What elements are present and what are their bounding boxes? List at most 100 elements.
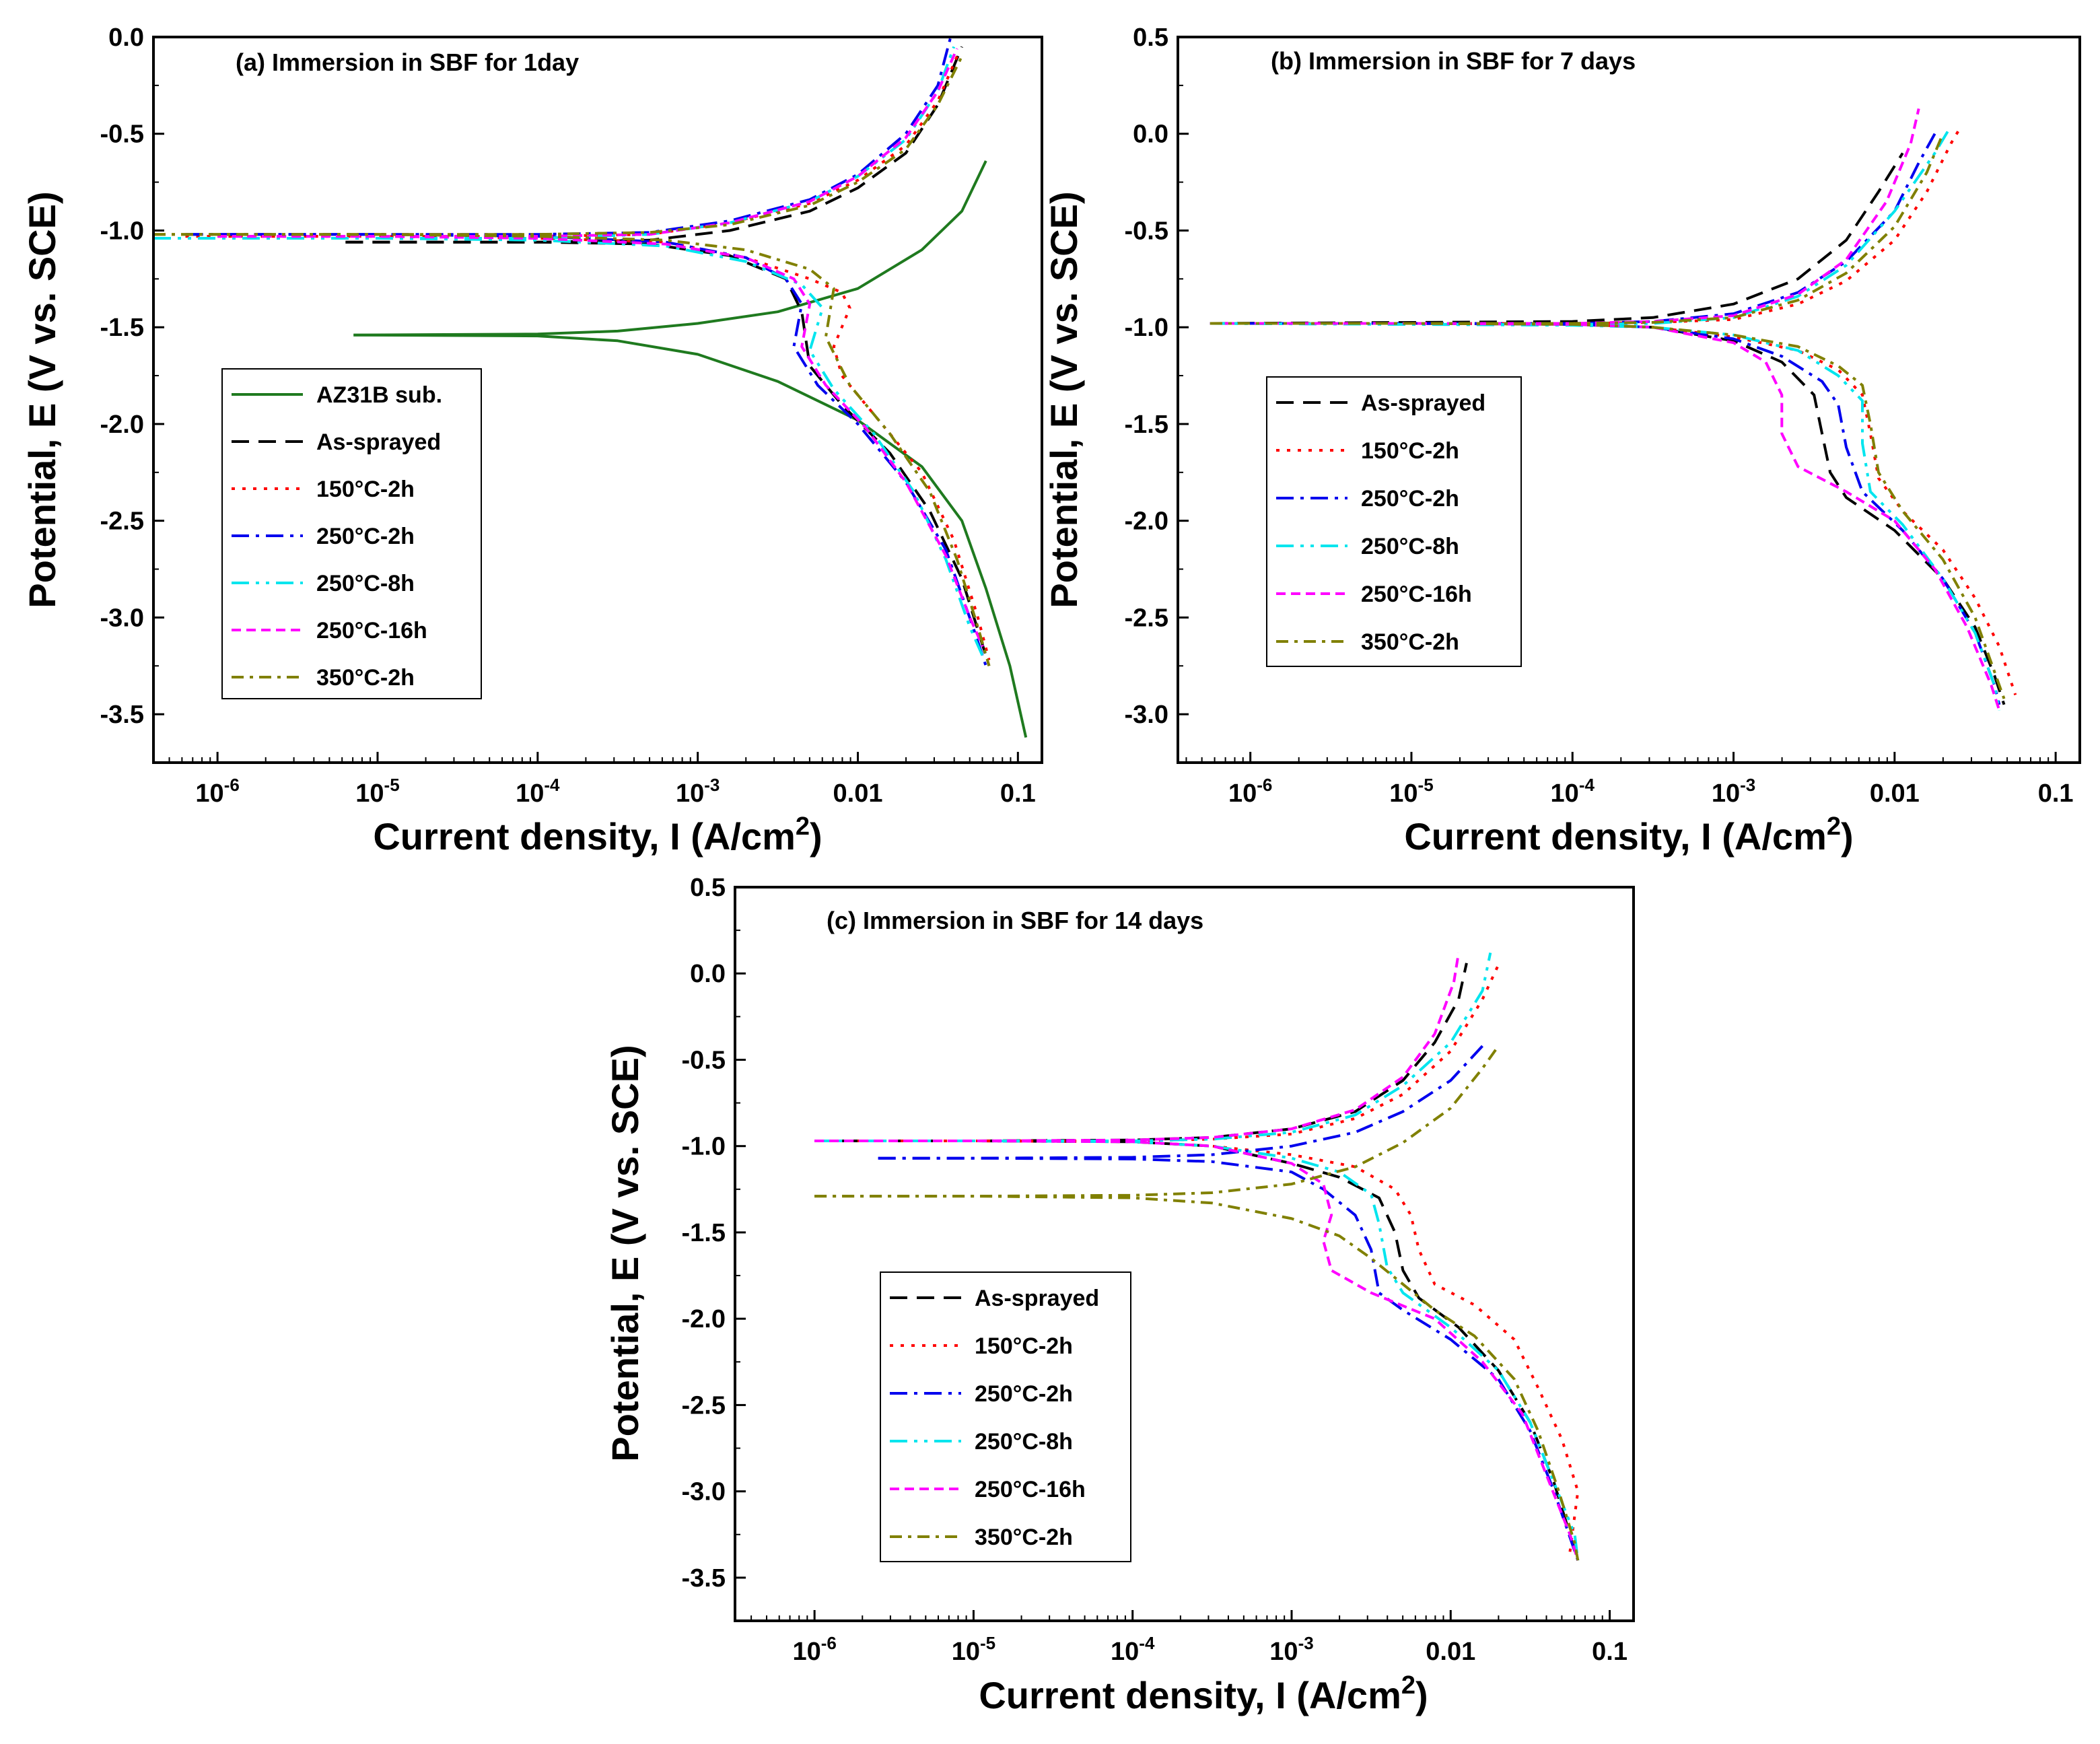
panel-b-x-tick-label: 10-5 [1389, 775, 1433, 808]
panel-a-y-tick-label: -3.5 [100, 701, 144, 729]
panel-a-legend-label-250c-2h: 250°C-2h [316, 524, 415, 549]
panel-a-series-250c-2h-cathodic [185, 233, 987, 666]
panel-b: 10-6 10-5 10-4 10-3 0.01 0.1 0.5 0.0 -0.5 -1.0 -1.… [1043, 24, 2081, 858]
panel-a-y-tick-label: 0.0 [108, 24, 144, 52]
panel-a-x-tick-label: 0.01 [833, 779, 883, 808]
panel-b-title: (b) Immersion in SBF for 7 days [1271, 47, 1636, 75]
panel-c-x-axis-label: Current density, I (A/cm2) [979, 1671, 1428, 1716]
panel-c-x-tick-label: 0.01 [1426, 1638, 1475, 1666]
panel-c-legend-box [880, 1271, 1131, 1562]
panel-a-legend-box [221, 368, 482, 699]
panel-c-y-axis-label: Potential, E (V vs. SCE) [604, 1045, 646, 1461]
panel-a-series-as-sprayed-cathodic [345, 240, 991, 666]
panel-a-legend-label-250c-8h: 250°C-8h [316, 571, 415, 596]
panel-b-legend-label-250c-8h: 250°C-8h [1361, 534, 1459, 559]
panel-c-series-as-sprayed-anodic [814, 963, 1468, 1142]
panel-a-y-tick-label: -2.0 [100, 411, 144, 439]
panel-c-y-tick-label: -2.0 [682, 1305, 726, 1333]
panel-c-legend-label-350c-2h: 350°C-2h [975, 1525, 1073, 1550]
panel-b-y-axis-label: Potential, E (V vs. SCE) [1043, 191, 1085, 608]
panel-c-legend-label-250c-16h: 250°C-16h [975, 1477, 1086, 1502]
panel-a: 10-6 10-5 10-4 10-3 0.01 0.1 0.0 -0.5 -1.0 -1.5 -2… [21, 24, 1043, 858]
panel-c-y-tick-label: -2.5 [682, 1391, 726, 1420]
panel-b-y-tick-label: -0.5 [1125, 217, 1168, 245]
panel-b-legend-label-250c-2h: 250°C-2h [1361, 486, 1459, 512]
panel-b-y-tick-label: -2.5 [1125, 604, 1168, 632]
panel-a-y-tick-label: -2.5 [100, 508, 144, 536]
panel-c-y-tick-label: 0.0 [690, 960, 726, 988]
panel-c-legend-label-250c-8h: 250°C-8h [975, 1429, 1073, 1455]
panel-c-x-tick-label: 10-3 [1269, 1633, 1313, 1666]
panel-a-series-250c-8h-cathodic [153, 237, 984, 657]
panel-c-y-tick-label: -3.5 [682, 1564, 726, 1593]
panel-a-y-tick-label: -1.5 [100, 314, 144, 342]
panel-c-y-tick-label: -1.0 [682, 1133, 726, 1161]
panel-a-y-tick-label: -3.0 [100, 604, 144, 632]
panel-b-x-tick-label: 0.01 [1870, 779, 1920, 808]
panel-c-y-tick-label: -1.5 [682, 1219, 726, 1247]
panel-c-frame [734, 886, 1635, 1622]
panel-a-legend-label-az31b-sub: AZ31B sub. [316, 382, 442, 408]
panel-a-series-350c-2h-cathodic [153, 233, 991, 666]
panel-c-legend-label-250c-2h: 250°C-2h [975, 1381, 1073, 1407]
panel-c-marks: 10-6 10-5 10-4 10-3 0.01 0.1 0.5 0.0 -0.5 -1.0 -1.… [682, 874, 1628, 1666]
panel-a-series-az31b-sub-anodic [353, 160, 987, 337]
panel-a-legend-label-250c-16h: 250°C-16h [316, 618, 427, 643]
panel-b-legend-label-150c-2h: 150°C-2h [1361, 438, 1459, 464]
panel-c-legend-label-150c-2h: 150°C-2h [975, 1333, 1073, 1359]
panel-b-legend-label-350c-2h: 350°C-2h [1361, 629, 1459, 655]
panel-a-marks: 10-6 10-5 10-4 10-3 0.01 0.1 0.0 -0.5 -1.0 -1.5 -2… [100, 24, 1036, 808]
panel-c-legend-label-as-sprayed: As-sprayed [975, 1286, 1099, 1311]
panel-b-series-350c-2h-cathodic [1210, 322, 2006, 699]
panel-a-y-axis-label: Potential, E (V vs. SCE) [21, 191, 63, 608]
panel-b-series-250c-8h-cathodic [1210, 322, 2001, 711]
panel-b-y-tick-label: -3.0 [1125, 701, 1168, 729]
panel-b-legend-box [1266, 376, 1522, 667]
panel-b-y-tick-label: 0.0 [1133, 120, 1168, 149]
panel-c-x-tick-label: 10-5 [952, 1633, 995, 1666]
panel-a-x-axis-label: Current density, I (A/cm2) [373, 812, 822, 858]
panel-b-y-tick-label: -2.0 [1125, 508, 1168, 536]
panel-a-x-tick-label: 10-3 [676, 775, 720, 808]
panel-c-x-tick-label: 10-6 [792, 1633, 836, 1666]
panel-b-y-tick-label: 0.5 [1133, 24, 1168, 52]
panel-b-legend: As-sprayed 150°C-2h 250°C-2h 250°C-8h 250°C-… [1266, 376, 1522, 667]
panel-a-legend: AZ31B sub. As-sprayed 150°C-2h 250°C-2h 250°… [221, 368, 482, 699]
panel-a-series-250c-2h-anodic [185, 36, 952, 236]
panel-b-y-tick-label: -1.0 [1125, 314, 1168, 342]
panel-b-y-tick-label: -1.5 [1125, 411, 1168, 439]
panel-c-x-tick-label: 0.1 [1592, 1638, 1628, 1666]
panel-a-legend-label-350c-2h: 350°C-2h [316, 665, 415, 691]
panel-a-y-tick-label: -0.5 [100, 120, 144, 149]
panel-b-x-tick-label: 10-3 [1712, 775, 1755, 808]
panel-b-legend-label-250c-16h: 250°C-16h [1361, 582, 1472, 607]
panel-c-y-tick-label: 0.5 [690, 874, 726, 902]
panel-c-x-tick-label: 10-4 [1111, 1633, 1155, 1666]
panel-a-frame [152, 36, 1043, 764]
panel-a-x-tick-label: 10-4 [516, 775, 560, 808]
panel-c-series-250c-16h-cathodic [814, 1140, 1580, 1561]
panel-b-marks: 10-6 10-5 10-4 10-3 0.01 0.1 0.5 0.0 -0.5 -1.0 -1.… [1125, 24, 2074, 808]
panel-a-title: (a) Immersion in SBF for 1day [236, 48, 579, 76]
panel-a-legend-label-as-sprayed: As-sprayed [316, 429, 441, 455]
panel-a-series-250c-16h-cathodic [217, 235, 984, 648]
panel-a-legend-label-150c-2h: 150°C-2h [316, 477, 415, 502]
panel-b-x-tick-label: 10-4 [1551, 775, 1595, 808]
panel-c-title: (c) Immersion in SBF for 14 days [827, 907, 1203, 934]
panel-b-x-axis-label: Current density, I (A/cm2) [1404, 812, 1853, 858]
panel-a-y-tick-label: -1.0 [100, 217, 144, 245]
panel-b-legend-label-as-sprayed: As-sprayed [1361, 390, 1485, 416]
panel-c-y-tick-label: -3.0 [682, 1478, 726, 1506]
panel-c-legend: As-sprayed 150°C-2h 250°C-2h 250°C-8h 250°C-… [880, 1271, 1131, 1562]
panel-b-x-tick-label: 10-6 [1228, 775, 1272, 808]
panel-c-series-350c-2h-anodic [814, 1045, 1500, 1198]
panel-b-x-tick-label: 0.1 [2038, 779, 2074, 808]
panel-a-series-150c-2h-cathodic [185, 235, 991, 661]
panel-b-frame [1177, 36, 2081, 764]
panel-a-x-tick-label: 10-6 [195, 775, 239, 808]
panel-c-y-tick-label: -0.5 [682, 1046, 726, 1074]
panel-c-series-350c-2h-cathodic [814, 1195, 1580, 1561]
panel-c: 10-6 10-5 10-4 10-3 0.01 0.1 0.5 0.0 -0.5 -1.0 -1.… [604, 874, 1635, 1716]
panel-c-series-250c-2h-cathodic [878, 1156, 1580, 1561]
